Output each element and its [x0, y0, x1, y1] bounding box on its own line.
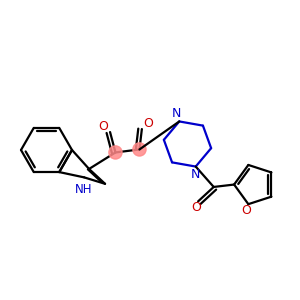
Text: NH: NH	[74, 184, 92, 196]
Text: O: O	[191, 202, 201, 214]
Circle shape	[109, 146, 122, 159]
Text: N: N	[172, 107, 182, 120]
Text: O: O	[242, 204, 251, 217]
Text: O: O	[98, 120, 108, 133]
Circle shape	[133, 143, 146, 156]
Text: N: N	[191, 169, 200, 182]
Text: O: O	[143, 117, 153, 130]
